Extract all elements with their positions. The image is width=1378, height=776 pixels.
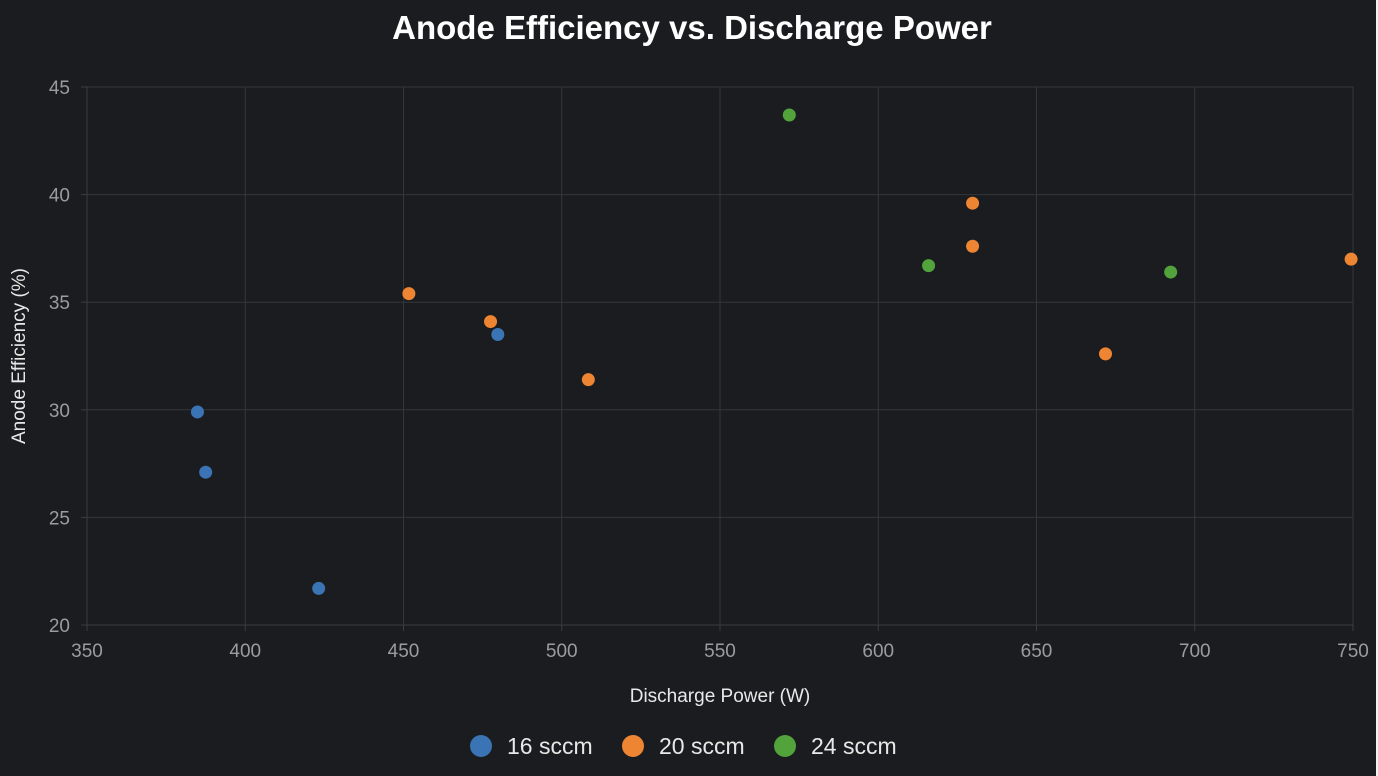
data-point[interactable] <box>966 239 980 253</box>
data-point[interactable] <box>1164 265 1178 279</box>
series-24-sccm <box>782 108 1178 279</box>
y-tick-label: 25 <box>49 508 70 529</box>
data-point[interactable] <box>190 405 204 419</box>
data-point[interactable] <box>1098 347 1112 361</box>
y-tick-label: 35 <box>49 293 70 314</box>
x-tick-label: 450 <box>388 641 420 662</box>
window-edge <box>1376 0 1378 776</box>
data-points <box>190 108 1358 595</box>
legend-label: 20 sccm <box>659 733 745 759</box>
series-16-sccm <box>190 327 505 595</box>
legend[interactable]: 16 sccm 20 sccm 24 sccm <box>470 733 897 759</box>
data-point[interactable] <box>581 373 595 387</box>
data-point[interactable] <box>922 259 936 273</box>
y-tick-label: 30 <box>49 401 70 422</box>
x-axis-ticks: 350 400 450 500 550 600 650 700 750 <box>71 625 1369 662</box>
x-tick-label: 400 <box>229 641 261 662</box>
x-tick-label: 500 <box>546 641 578 662</box>
data-point[interactable] <box>782 108 796 122</box>
x-tick-label: 700 <box>1179 641 1211 662</box>
y-tick-label: 40 <box>49 186 70 207</box>
data-point[interactable] <box>966 196 980 210</box>
legend-label: 24 sccm <box>811 733 897 759</box>
legend-marker <box>774 735 796 757</box>
data-point[interactable] <box>1344 252 1358 266</box>
data-point[interactable] <box>402 287 416 301</box>
legend-marker <box>470 735 492 757</box>
data-point[interactable] <box>199 465 213 479</box>
legend-item[interactable]: 24 sccm <box>774 733 897 759</box>
legend-label: 16 sccm <box>507 733 593 759</box>
x-tick-label: 650 <box>1021 641 1053 662</box>
legend-marker <box>622 735 644 757</box>
x-tick-label: 550 <box>704 641 736 662</box>
y-axis-label: Anode Efficiency (%) <box>9 268 30 444</box>
x-tick-label: 350 <box>71 641 103 662</box>
x-tick-label: 750 <box>1337 641 1369 662</box>
data-point[interactable] <box>312 581 326 595</box>
x-tick-label: 600 <box>862 641 894 662</box>
data-point[interactable] <box>491 327 505 341</box>
legend-item[interactable]: 20 sccm <box>622 733 745 759</box>
y-tick-label: 45 <box>49 78 70 99</box>
x-axis-label: Discharge Power (W) <box>630 686 811 707</box>
series-20-sccm <box>402 196 1358 387</box>
legend-item[interactable]: 16 sccm <box>470 733 593 759</box>
chart-title: Anode Efficiency vs. Discharge Power <box>392 9 992 46</box>
y-tick-label: 20 <box>49 616 70 637</box>
y-axis-ticks: 20 25 30 35 40 45 <box>49 78 87 637</box>
data-point[interactable] <box>484 315 498 329</box>
